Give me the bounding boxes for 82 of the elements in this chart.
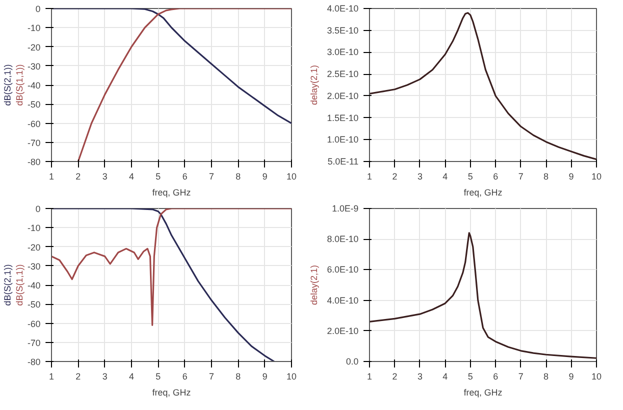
x-tick-label: 1 (366, 172, 372, 182)
x-tick-label: 6 (182, 372, 188, 382)
x-tick-label: 7 (208, 172, 214, 182)
x-tick-label: 1 (366, 372, 372, 382)
y-tick-label: 8.0E-10 (326, 234, 359, 244)
x-tick-label: 9 (262, 172, 268, 182)
x-axis-title: freq, GHz (464, 388, 503, 398)
x-tick-label: 10 (591, 172, 602, 182)
x-tick-label: 2 (392, 172, 398, 182)
x-tick-label: 7 (208, 372, 214, 382)
x-tick-label: 3 (417, 172, 422, 182)
x-tick-label: 8 (544, 372, 549, 382)
x-tick-label: 4 (128, 372, 134, 382)
x-tick-label: 9 (262, 372, 268, 382)
x-tick-label: 2 (392, 372, 398, 382)
text: dB(S(1,1)) (14, 264, 24, 306)
x-tick-label: 8 (236, 372, 241, 382)
x-axis-title: freq, GHz (152, 388, 192, 398)
text: dB(S(2,1)) (2, 264, 12, 306)
x-tick-label: 8 (236, 172, 241, 182)
y-tick-label: -80 (27, 357, 41, 367)
y-tick-label: -30 (27, 261, 41, 272)
x-tick-label: 6 (493, 372, 498, 382)
x-axis-title: freq, GHz (152, 188, 192, 198)
y-tick-label: 2.0E-10 (326, 90, 359, 101)
y-tick-label: 2.5E-10 (326, 69, 359, 80)
y-tick-label: 3.5E-10 (326, 25, 359, 36)
y-tick-label: 1.5E-10 (326, 112, 359, 123)
x-tick-label: 4 (442, 372, 448, 382)
x-tick-label: 9 (568, 172, 574, 182)
x-tick-label: 6 (182, 172, 188, 182)
y-tick-label: 5.0E-11 (328, 156, 359, 166)
y-axis-title: delay(2,1) (308, 264, 319, 306)
x-tick-label: 10 (591, 372, 602, 382)
y-tick-label: -60 (27, 118, 41, 129)
x-tick-label: 4 (442, 172, 448, 182)
y-tick-label: -50 (27, 100, 41, 110)
y-tick-label: 6.0E-10 (326, 264, 359, 275)
y-tick-label: 3.0E-10 (326, 47, 359, 58)
x-tick-label: 10 (286, 372, 297, 382)
y-tick-label: -80 (27, 157, 41, 167)
y-tick-label: -40 (27, 80, 41, 90)
x-tick-label: 3 (102, 372, 108, 382)
y-tick-label: -20 (27, 242, 41, 252)
x-tick-label: 9 (568, 372, 574, 382)
y-tick-label: -20 (27, 42, 41, 52)
x-tick-label: 3 (102, 172, 108, 182)
y-tick-label: -30 (27, 61, 41, 72)
x-tick-label: 1 (48, 372, 54, 382)
y-tick-label: 0 (35, 4, 41, 14)
x-tick-label: 1 (48, 172, 54, 182)
y-tick-label: 0 (35, 204, 41, 214)
y-tick-label: 1.0E-10 (326, 134, 359, 145)
x-tick-label: 2 (76, 372, 81, 382)
x-tick-label: 6 (493, 172, 498, 182)
x-tick-label: 7 (518, 372, 524, 382)
x-tick-label: 8 (544, 172, 549, 182)
x-tick-label: 3 (417, 372, 422, 382)
y-tick-label: -70 (27, 338, 41, 348)
y-axis-title: delay(2,1) (308, 64, 319, 106)
x-tick-label: 10 (286, 172, 297, 182)
y-tick-label: -40 (27, 280, 41, 290)
y-tick-label: -60 (27, 318, 41, 329)
y-tick-label: 4.0E-10 (326, 295, 359, 306)
y-tick-label: 2.0E-10 (326, 326, 359, 336)
text: dB(S(2,1)) (2, 64, 12, 106)
y-tick-label: 4.0E-10 (326, 4, 359, 14)
x-tick-label: 5 (156, 372, 161, 382)
text: dB(S(1,1)) (14, 64, 24, 106)
x-tick-label: 2 (76, 172, 81, 182)
x-tick-label: 5 (156, 172, 161, 182)
y-tick-label: -10 (27, 223, 41, 234)
y-tick-label: 0.0 (346, 356, 359, 366)
x-tick-label: 4 (128, 172, 134, 182)
y-tick-label: -10 (27, 23, 41, 34)
y-tick-label: 1.0E-9 (332, 204, 359, 214)
x-tick-label: 5 (468, 372, 473, 382)
x-tick-label: 7 (518, 172, 524, 182)
x-axis-title: freq, GHz (464, 188, 503, 198)
y-tick-label: -70 (27, 138, 41, 148)
x-tick-label: 5 (468, 172, 473, 182)
y-tick-label: -50 (27, 300, 41, 310)
